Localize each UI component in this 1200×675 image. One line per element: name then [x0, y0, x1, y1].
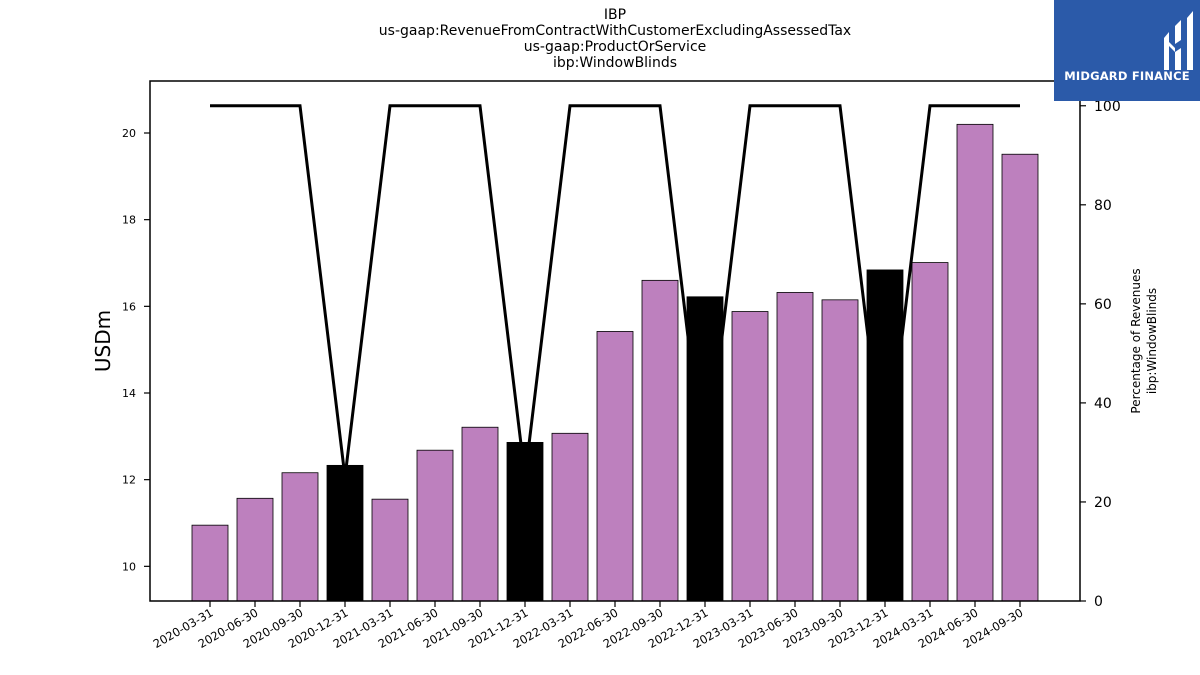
percentage-line — [210, 104, 1020, 478]
y-right-axis-label-line-1: Percentage of Revenues — [1129, 268, 1143, 413]
bar — [1001, 153, 1039, 602]
y-tick-label: 16 — [122, 300, 136, 313]
title-line-3: us-gaap:ProductOrService — [523, 39, 707, 55]
bar — [416, 449, 454, 602]
title-line-4: ibp:WindowBlinds — [552, 55, 678, 71]
y-right-tick-label: 0 — [1094, 594, 1103, 610]
midgard-finance-logo: MIDGARD FINANCE — [1054, 0, 1200, 101]
bar — [866, 269, 904, 602]
bar — [821, 299, 859, 602]
bar — [731, 311, 769, 602]
y-tick-label: 12 — [122, 474, 136, 487]
bar — [596, 331, 634, 602]
bar — [191, 524, 229, 602]
bar — [551, 432, 589, 602]
logo-text: MIDGARD FINANCE — [1064, 69, 1190, 83]
bar — [371, 498, 409, 602]
chart-title: IBP us-gaap:RevenueFromContractWithCusto… — [0, 7, 1200, 71]
y-right-tick-label: 20 — [1094, 495, 1112, 511]
bar — [956, 123, 994, 602]
logo-mark-icon — [1164, 11, 1193, 70]
title-line-2: us-gaap:RevenueFromContractWithCustomerE… — [378, 23, 852, 39]
y-tick-label: 10 — [122, 560, 136, 573]
y-right-tick-label: 100 — [1094, 99, 1121, 115]
bar — [641, 279, 679, 602]
y-tick-label: 20 — [122, 127, 136, 140]
y-tick-label: 14 — [122, 387, 136, 400]
y-right-axis-label-line-2: ibp:WindowBlinds — [1145, 288, 1159, 394]
y-tick-label: 18 — [122, 214, 136, 227]
title-line-1: IBP — [603, 7, 627, 23]
bar — [686, 296, 724, 602]
bar — [776, 292, 814, 602]
bar — [911, 262, 949, 602]
y-right-tick-label: 60 — [1094, 297, 1112, 313]
bar — [461, 426, 499, 602]
y-right-tick-label: 80 — [1094, 198, 1112, 214]
bar — [326, 464, 364, 602]
y-right-tick-label: 40 — [1094, 396, 1112, 412]
bar — [236, 497, 274, 602]
y-axis-label: USDm — [91, 310, 115, 372]
bar — [281, 472, 319, 602]
